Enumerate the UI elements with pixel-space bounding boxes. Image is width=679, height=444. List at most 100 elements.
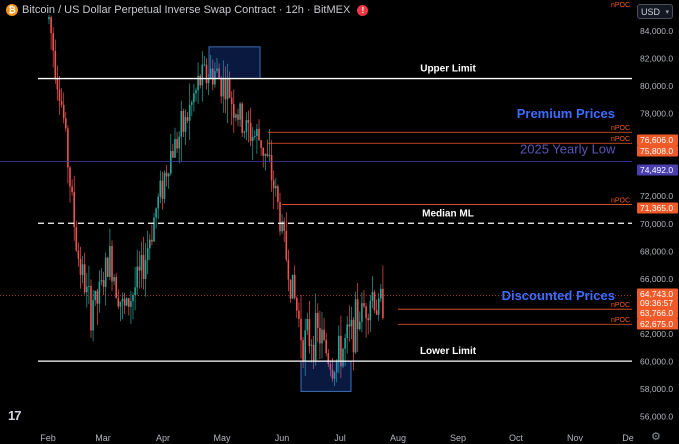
candle-body xyxy=(251,136,254,142)
candle-body xyxy=(161,180,164,199)
x-tick-label: Apr xyxy=(156,433,170,443)
candle-body xyxy=(102,280,105,287)
candle-body xyxy=(107,257,109,277)
overlays-layer: Upper Limit Median ML Lower Limit 2025 Year… xyxy=(0,2,632,392)
candle-body xyxy=(214,71,216,85)
candle-body xyxy=(157,196,159,209)
candle-body xyxy=(279,201,281,232)
candle-body xyxy=(134,287,136,296)
candle-body xyxy=(138,266,141,271)
alert-icon[interactable]: ! xyxy=(357,4,369,16)
candle-body xyxy=(86,286,88,293)
price-tag[interactable] xyxy=(637,297,678,309)
tradingview-logo[interactable]: 17 xyxy=(8,408,22,423)
candle-body xyxy=(308,318,311,346)
candle-body xyxy=(327,353,330,365)
candle-body xyxy=(268,155,271,156)
candle-body xyxy=(226,78,229,100)
candle-body xyxy=(90,286,92,331)
y-tick-label: 58,000.0 xyxy=(640,384,673,394)
candle-body xyxy=(212,68,214,85)
candle-body xyxy=(195,90,197,94)
candle-body xyxy=(293,274,296,298)
candle-body xyxy=(356,299,359,330)
candle-body xyxy=(331,369,334,379)
candle-body xyxy=(346,324,348,339)
candle-body xyxy=(94,290,96,301)
candle-body xyxy=(306,318,309,331)
candle-body xyxy=(193,93,195,103)
price-tag-text: 09:36:57 xyxy=(640,298,673,308)
chart-header: ₿ Bitcoin / US Dollar Perpetual Inverse … xyxy=(6,4,369,16)
x-tick-label: Oct xyxy=(509,433,524,443)
candle-body xyxy=(117,298,120,307)
y-tick-label: 66,000.0 xyxy=(640,274,673,284)
candle-body xyxy=(153,217,155,242)
candle-body xyxy=(319,327,321,344)
candle-body xyxy=(239,103,241,120)
candle-body xyxy=(237,114,239,120)
candle-body xyxy=(48,17,50,20)
candle-body xyxy=(142,254,145,280)
candle-body xyxy=(180,110,183,137)
top-zone xyxy=(208,46,261,80)
candle-body xyxy=(123,298,126,306)
candle-body xyxy=(96,290,99,304)
candle-body xyxy=(186,117,189,121)
candle-body xyxy=(128,298,130,307)
currency-selector[interactable]: USD ▾ xyxy=(637,4,673,19)
npoc-label: nPOC xyxy=(611,197,630,204)
candle-body xyxy=(310,344,313,346)
candle-body xyxy=(100,280,103,282)
candle-body xyxy=(266,153,269,156)
price-tag-text: 74,492.0 xyxy=(640,165,673,175)
symbol-title[interactable]: Bitcoin / US Dollar Perpetual Inverse Sw… xyxy=(22,4,351,16)
candle-body xyxy=(354,299,357,353)
candle-body xyxy=(199,75,201,86)
candle-body xyxy=(298,310,300,319)
candle-body xyxy=(359,321,361,330)
candle-body xyxy=(235,114,237,118)
price-axis[interactable]: 56,000.058,000.060,000.062,000.064,000.0… xyxy=(637,26,678,422)
candle-body xyxy=(233,104,235,118)
candle-body xyxy=(203,64,206,66)
candle-body xyxy=(119,301,122,307)
candle-body xyxy=(283,221,285,231)
candle-body xyxy=(361,303,363,322)
candle-body xyxy=(272,180,275,189)
candle-body xyxy=(256,128,258,136)
candle-body xyxy=(321,329,323,344)
x-tick-label: Sep xyxy=(450,433,466,443)
level-label: Upper Limit xyxy=(420,64,476,75)
price-tag[interactable] xyxy=(637,164,678,176)
candle-body xyxy=(348,324,351,327)
candle-body xyxy=(88,286,90,287)
candle-body xyxy=(228,78,231,98)
candle-body xyxy=(159,180,162,197)
price-tag[interactable] xyxy=(637,134,678,146)
candle-body xyxy=(165,172,168,177)
price-tag[interactable] xyxy=(637,318,678,330)
candle-body xyxy=(287,259,290,280)
price-tag[interactable] xyxy=(637,288,678,300)
candle-body xyxy=(241,103,243,133)
candle-body xyxy=(113,277,115,282)
candle-body xyxy=(363,303,365,307)
bitcoin-icon: ₿ xyxy=(6,4,18,16)
candle-body xyxy=(296,297,298,311)
price-tag[interactable] xyxy=(637,307,678,319)
price-tag[interactable] xyxy=(637,145,678,157)
price-tag[interactable] xyxy=(637,202,678,214)
gear-icon[interactable]: ⚙ xyxy=(651,431,661,443)
candle-body xyxy=(209,68,212,78)
candle-body xyxy=(254,135,256,137)
price-tag-text: 71,365.0 xyxy=(640,203,673,213)
candle-body xyxy=(281,221,283,232)
candle-body xyxy=(125,298,128,306)
npoc-label-top: nPOC xyxy=(611,2,630,9)
y-tick-label: 80,000.0 xyxy=(640,81,673,91)
candle-body xyxy=(178,136,180,149)
time-axis[interactable]: Feb Mar Apr May Jun Jul Aug Sep Oct Nov De xyxy=(40,433,634,443)
candle-body xyxy=(270,155,273,181)
